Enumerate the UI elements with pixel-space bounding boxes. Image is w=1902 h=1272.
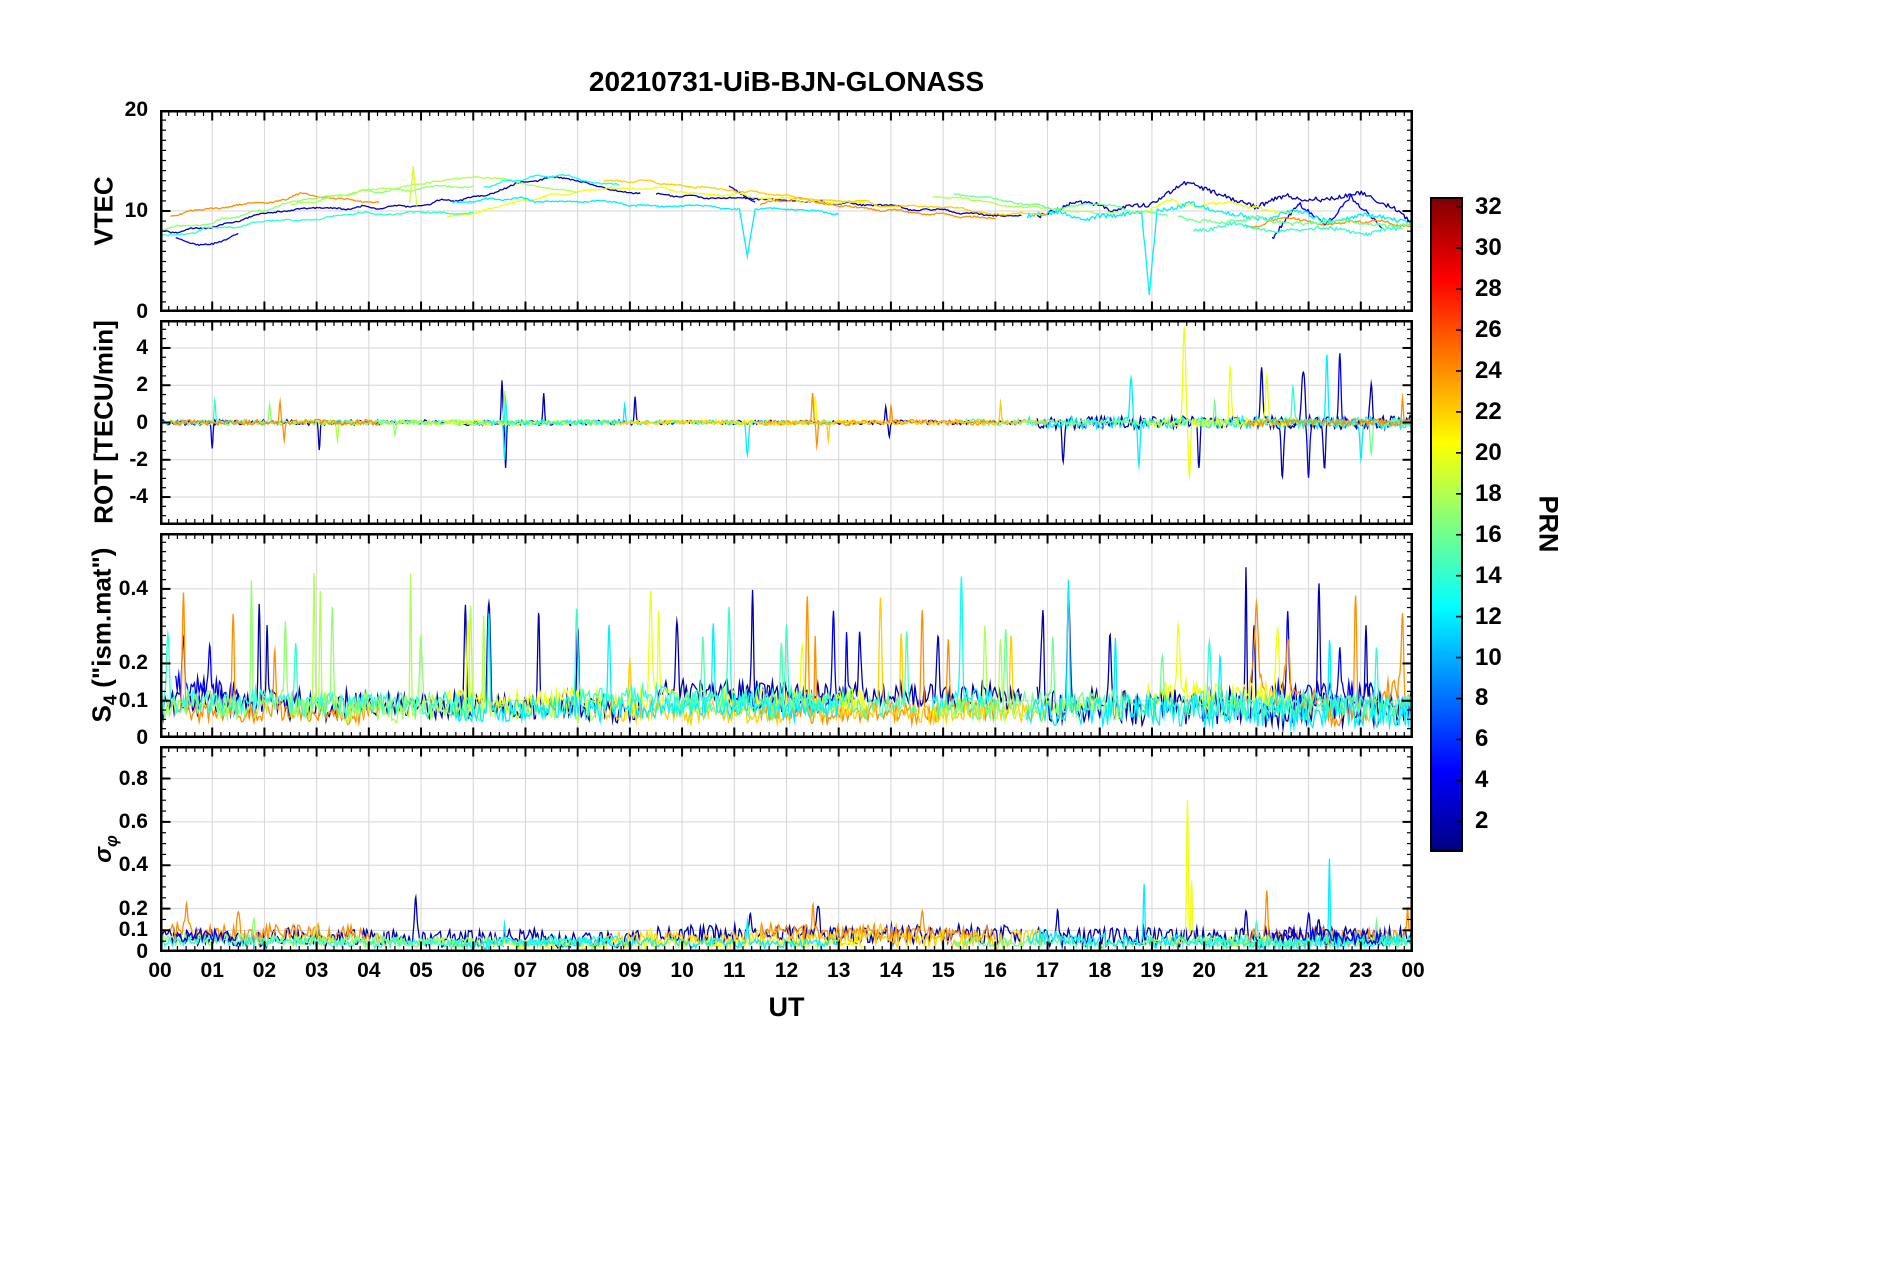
colorbar-tick-label: 10 xyxy=(1475,643,1502,671)
x-tick-label: 00 xyxy=(148,959,172,982)
x-tick-label: 07 xyxy=(513,959,538,982)
colorbar-tick-label: 16 xyxy=(1475,520,1502,548)
colorbar-tick-label: 22 xyxy=(1475,397,1502,425)
colorbar-tick-label: 14 xyxy=(1475,561,1502,589)
colorbar xyxy=(1430,197,1463,852)
colorbar-tick-label: 28 xyxy=(1475,275,1502,303)
x-tick-label: 11 xyxy=(723,959,746,982)
x-tick-label: 04 xyxy=(357,959,381,982)
x-tick-label: 01 xyxy=(200,959,224,982)
colorbar-tick-label: 18 xyxy=(1475,479,1502,507)
x-tick-label: 14 xyxy=(879,959,903,982)
sigma_phi-y-tick-label: 0.6 xyxy=(118,809,148,833)
colorbar-tick-label: 26 xyxy=(1475,316,1502,344)
rot-y-tick-label: 2 xyxy=(136,373,148,397)
x-tick-label: 05 xyxy=(409,959,433,982)
colorbar-label: PRN xyxy=(1533,495,1564,553)
colorbar-tick-label: 6 xyxy=(1475,725,1489,753)
x-tick-label: 19 xyxy=(1140,959,1164,982)
x-tick-label: 12 xyxy=(774,959,799,982)
colorbar-tick-label: 32 xyxy=(1475,193,1502,221)
colorbar-tick-label: 24 xyxy=(1475,356,1502,384)
colorbar-tick-label: 12 xyxy=(1475,602,1502,630)
x-tick-label: 16 xyxy=(983,959,1007,982)
x-tick-label: 00 xyxy=(1401,959,1425,982)
sigma_phi-y-tick-label: 0.4 xyxy=(118,853,148,877)
sigma_phi-y-tick-label: 0 xyxy=(136,940,148,963)
s4-y-tick-label: 0.4 xyxy=(118,576,148,600)
rot-y-tick-label: -2 xyxy=(129,447,148,471)
rot-y-tick-label: 0 xyxy=(136,410,148,434)
vtec-plot-canvas xyxy=(160,110,1413,312)
x-axis-label: UT xyxy=(768,992,805,1022)
chart-title: 20210731-UiB-BJN-GLONASS xyxy=(588,66,985,97)
sigma_phi-y-tick-label: 0.1 xyxy=(118,918,148,942)
rot-y-tick-label: 4 xyxy=(136,335,148,359)
x-tick-label: 18 xyxy=(1088,959,1112,982)
s4-y-tick-label: 0.2 xyxy=(118,651,148,675)
colorbar-tick-label: 8 xyxy=(1475,684,1489,712)
sigma_phi-y-tick-label: 0.2 xyxy=(118,896,148,920)
s4-y-tick-label: 0 xyxy=(136,726,148,749)
x-tick-label: 09 xyxy=(618,959,642,982)
x-tick-label: 17 xyxy=(1035,959,1060,982)
x-tick-label: 06 xyxy=(461,959,485,982)
colorbar-tick-label: 4 xyxy=(1475,766,1489,794)
colorbar-tick-label: 20 xyxy=(1475,438,1502,466)
x-tick-label: 21 xyxy=(1244,959,1269,982)
x-tick-label: 08 xyxy=(565,959,590,982)
vtec-y-tick-label: 0 xyxy=(136,300,148,323)
rot-plot-canvas xyxy=(160,320,1413,525)
sigma-phi-plot-canvas xyxy=(160,746,1413,952)
x-tick-label: 15 xyxy=(931,959,955,982)
sigma_phi-y-tick-label: 0.8 xyxy=(118,766,148,790)
x-tick-label: 13 xyxy=(827,959,851,982)
sigma-label-sub: φ xyxy=(101,835,121,847)
vtec-y-tick-label: 20 xyxy=(124,98,148,121)
x-tick-label: 02 xyxy=(252,959,277,982)
s4-y-tick-label: 0.1 xyxy=(118,688,148,712)
x-tick-label: 22 xyxy=(1296,959,1321,982)
x-tick-label: 23 xyxy=(1349,959,1373,982)
colorbar-tick-label: 30 xyxy=(1475,234,1502,262)
x-tick-label: 10 xyxy=(670,959,694,982)
s4-plot-canvas xyxy=(160,533,1413,738)
vtec-y-tick-label: 10 xyxy=(124,199,148,222)
x-tick-label: 03 xyxy=(304,959,329,982)
rot-y-tick-label: -4 xyxy=(129,485,148,509)
colorbar-tick-label: 2 xyxy=(1475,807,1489,835)
x-tick-label: 20 xyxy=(1192,959,1216,982)
